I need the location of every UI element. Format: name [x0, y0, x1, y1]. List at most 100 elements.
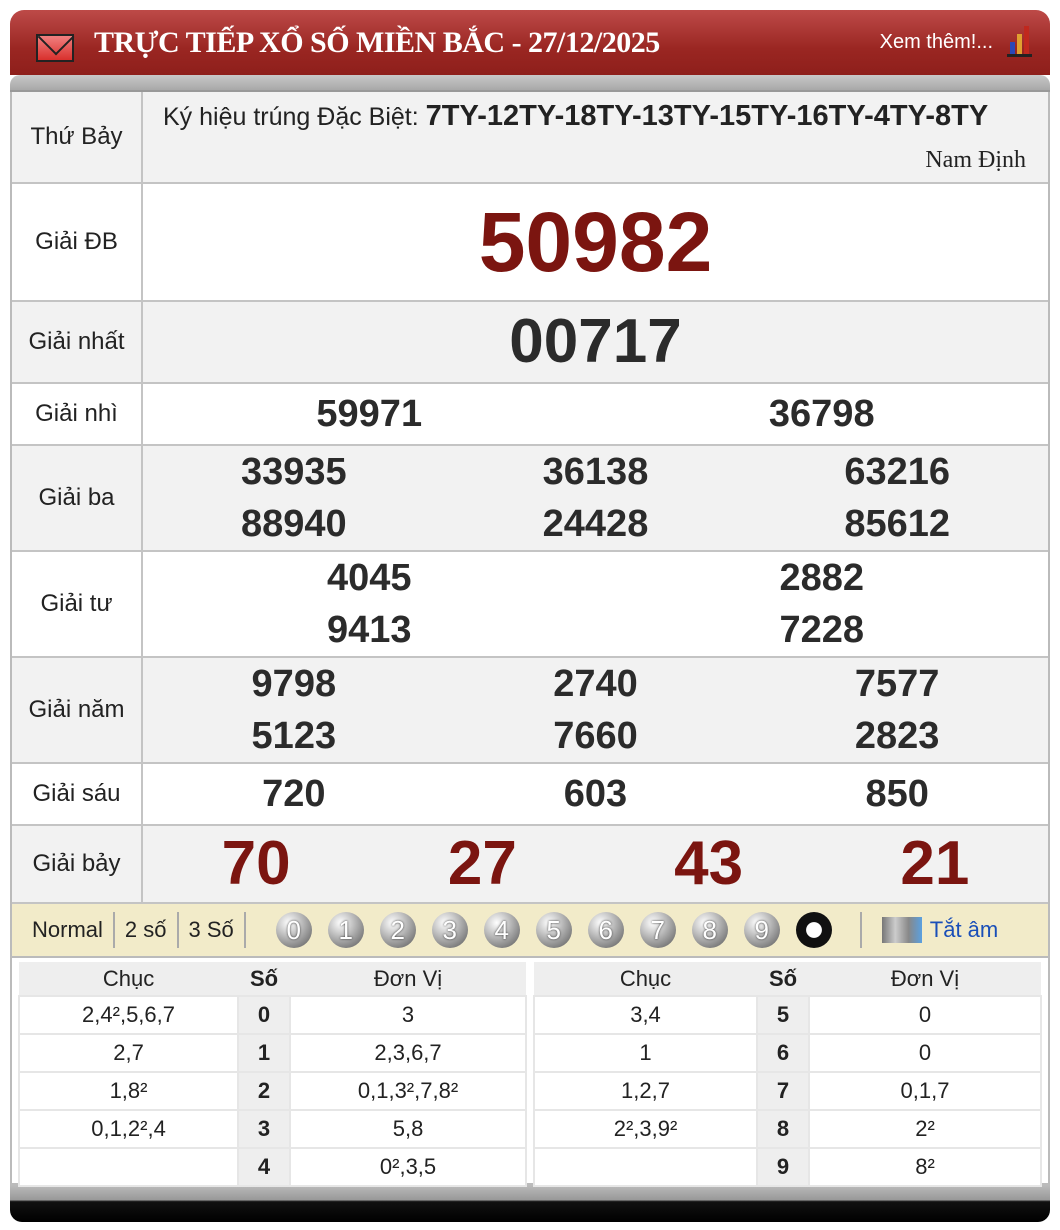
prize-row: Giải ba 33935 36138 63216 88940 24428 85612	[12, 446, 1048, 552]
loto-so: 1	[237, 1033, 292, 1073]
prize-number: 43	[674, 829, 744, 898]
digit-ball[interactable]: 3	[431, 912, 468, 948]
digit-ball[interactable]: 2	[379, 912, 416, 948]
digit-ball[interactable]: 4	[483, 912, 520, 948]
prize-row: Giải nhất 00717	[12, 302, 1048, 384]
lottery-widget: TRỰC TIẾP XỔ SỐ MIỀN BẮC - 27/12/2025 Xe…	[10, 10, 1050, 1222]
loto-donvi: 0²,3,5	[289, 1147, 527, 1187]
loto-header-chuc: Chục	[534, 962, 757, 996]
prize-number: 00717	[509, 307, 682, 376]
prize-number: 63216	[844, 450, 950, 493]
bar-chart-icon[interactable]	[1007, 25, 1032, 57]
digit-ball[interactable]: 9	[743, 912, 780, 948]
prize-row: Giải tư 4045 2882 9413 7228	[12, 552, 1048, 658]
loto-so: 0	[237, 995, 292, 1035]
loto-row: 2²,3,9² 8 2²	[533, 1109, 1042, 1149]
prize-label: Giải sáu	[12, 764, 143, 824]
digit-ball[interactable]: 8	[691, 912, 728, 948]
mail-icon	[36, 33, 74, 62]
digit-ball[interactable]: 0	[275, 912, 312, 948]
prize-numbers: 33935 36138 63216 88940 24428 85612	[143, 446, 1048, 550]
prize-label: Giải ba	[12, 446, 143, 550]
prize-number: 720	[262, 772, 326, 815]
widget-footer	[10, 1185, 1050, 1222]
prize-label: Giải năm	[12, 658, 143, 762]
prize-number: 50982	[478, 195, 713, 289]
prize-row: Giải nhì 59971 36798	[12, 384, 1048, 446]
loto-so: 7	[756, 1071, 810, 1111]
filter-option[interactable]: 2 số	[115, 912, 179, 948]
loto-header-donvi: Đơn Vị	[809, 962, 1041, 996]
mute-label[interactable]: Tắt âm	[929, 917, 999, 942]
loto-chuc: 1,8²	[17, 1071, 240, 1111]
see-more-link[interactable]: Xem thêm!...	[879, 31, 993, 53]
loto-chuc	[533, 1147, 758, 1187]
prize-number: 85612	[844, 503, 950, 545]
loto-so: 4	[237, 1147, 292, 1187]
loto-donvi: 5,8	[289, 1109, 527, 1149]
mute-toggle[interactable]: Tắt âm	[881, 917, 999, 943]
loto-chuc: 2,4²,5,6,7	[17, 995, 240, 1035]
loto-donvi: 0	[808, 995, 1042, 1035]
prize-number: 59971	[316, 392, 423, 435]
loto-so: 9	[756, 1147, 810, 1187]
loto-chuc	[17, 1147, 240, 1187]
day-label: Thứ Bảy	[12, 92, 143, 182]
results-table: Thứ Bảy Ký hiệu trúng Đặc Biệt: 7TY-12TY…	[10, 92, 1050, 904]
digit-ball[interactable]: 7	[639, 912, 676, 948]
prize-number: 21	[900, 829, 970, 898]
prize-row: Giải năm 9798 2740 7577 5123 7660 2823	[12, 658, 1048, 764]
loto-so: 5	[756, 995, 810, 1035]
filter-option[interactable]: 3 Số	[179, 912, 246, 948]
speaker-icon	[881, 917, 922, 943]
digit-ball[interactable]: 6	[587, 912, 624, 948]
prize-numbers: 70 27 43 21	[143, 826, 1048, 902]
loto-donvi: 0	[808, 1033, 1042, 1073]
prize-numbers: 59971 36798	[143, 384, 1048, 444]
loto-header-chuc: Chục	[19, 962, 239, 996]
prize-number: 5123	[251, 715, 337, 757]
prize-number: 70	[221, 829, 291, 898]
digit-ball[interactable]: 5	[535, 912, 572, 948]
loto-chuc: 0,1,2²,4	[17, 1109, 240, 1149]
prize-number: 27	[447, 829, 517, 898]
loto-donvi: 0,1,3²,7,8²	[289, 1071, 527, 1111]
loto-so: 6	[756, 1033, 810, 1073]
loto-tables: Chục Số Đơn Vị 2,4²,5,6,7 0 3 2,7 1 2,3,6,7 1,8² 2…	[10, 958, 1050, 1187]
loto-donvi: 8²	[808, 1147, 1042, 1187]
symbol-codes: 7TY-12TY-18TY-13TY-15TY-16TY-4TY-8TY	[425, 100, 989, 132]
widget-title: TRỰC TIẾP XỔ SỐ MIỀN BẮC - 27/12/2025	[94, 25, 660, 59]
prize-numbers: 720 603 850	[143, 764, 1048, 824]
filter-option[interactable]: Normal	[22, 912, 115, 948]
loto-header-donvi: Đơn Vị	[290, 962, 526, 996]
loto-donvi: 0,1,7	[808, 1071, 1042, 1111]
loto-row: 4 0²,3,5	[17, 1147, 527, 1187]
loto-so: 2	[237, 1071, 292, 1111]
prize-numbers: 4045 2882 9413 7228	[143, 552, 1048, 656]
province: Nam Định	[925, 147, 1026, 173]
prize-number: 9413	[326, 609, 412, 651]
symbol-label: Ký hiệu trúng Đặc Biệt:	[163, 103, 419, 131]
yin-yang-icon[interactable]	[795, 912, 832, 948]
loto-row: 1,8² 2 0,1,3²,7,8²	[17, 1071, 527, 1111]
prize-numbers: 9798 2740 7577 5123 7660 2823	[143, 658, 1048, 762]
loto-so: 8	[756, 1109, 810, 1149]
loto-so: 3	[237, 1109, 292, 1149]
loto-row: 2,7 1 2,3,6,7	[17, 1033, 527, 1073]
loto-chuc: 1,2,7	[533, 1071, 758, 1111]
prize-row: Giải bảy 70 27 43 21	[12, 826, 1048, 904]
widget-header: TRỰC TIẾP XỔ SỐ MIỀN BẮC - 27/12/2025 Xe…	[10, 10, 1050, 75]
prize-label: Giải bảy	[12, 826, 143, 902]
loto-row: 0,1,2²,4 3 5,8	[17, 1109, 527, 1149]
loto-donvi: 2,3,6,7	[289, 1033, 527, 1073]
loto-chuc: 2²,3,9²	[533, 1109, 758, 1149]
loto-chuc: 1	[533, 1033, 758, 1073]
prize-label: Giải nhì	[12, 384, 143, 444]
prize-row: Giải sáu 720 603 850	[12, 764, 1048, 826]
prize-number: 9798	[251, 662, 337, 705]
loto-row: 3,4 5 0	[533, 995, 1042, 1035]
digit-ball[interactable]: 1	[327, 912, 364, 948]
prize-numbers: 00717	[143, 302, 1048, 382]
